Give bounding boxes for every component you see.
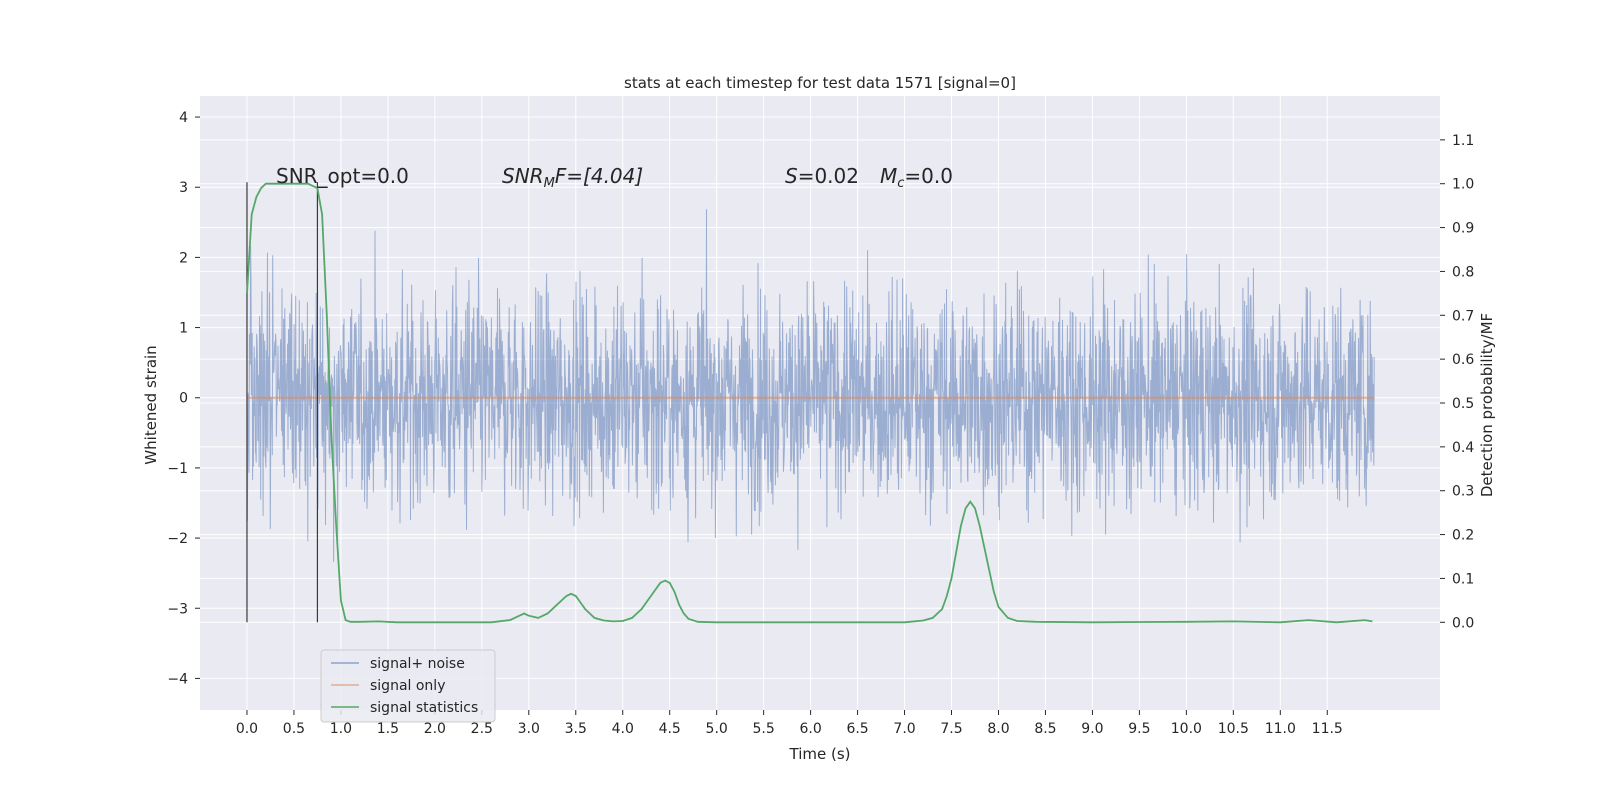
x-tick-label: 3.5 [565, 721, 587, 737]
x-tick-label: 1.5 [377, 721, 399, 737]
snr-mf-prefix: SNR [502, 164, 544, 188]
mc-sub: c [897, 176, 904, 191]
y-right-tick-label: 0.2 [1452, 528, 1474, 544]
axis-ticks: 0.0 0.5 1.0 1.5 2.0 2.5 3.0 3.5 4.0 4.5 5.0 5.5 6.0 6… [167, 110, 1474, 737]
snr-mf-suffix: F=[4.04] [555, 164, 643, 188]
x-tick-label: 10.5 [1218, 721, 1249, 737]
y-right-tick-label: 0.5 [1452, 396, 1474, 412]
x-tick-label: 9.5 [1128, 721, 1150, 737]
signal-statistics-series [246, 182, 1373, 624]
y-axis-label: Whitened strain [142, 345, 160, 464]
y-right-tick-label: 1.0 [1452, 177, 1474, 193]
signal-noise-line [246, 209, 1375, 562]
y-right-tick-label: 0.9 [1452, 221, 1474, 237]
annotation-snr-opt: SNR_opt=0.0 [276, 164, 409, 188]
legend-label-signal-noise: signal+ noise [370, 656, 465, 672]
y-tick-label: −2 [167, 531, 188, 547]
legend-label-signal-only: signal only [370, 678, 445, 694]
y-tick-label: 0 [179, 391, 188, 407]
x-tick-label: 5.5 [753, 721, 775, 737]
x-tick-label: 4.5 [659, 721, 681, 737]
x-tick-label: 9.0 [1081, 721, 1103, 737]
y-right-axis-label: Detection probability/MF [1478, 313, 1496, 497]
y-tick-label: 1 [179, 321, 188, 337]
x-tick-label: 1.0 [330, 721, 352, 737]
legend-box [320, 649, 496, 723]
s-label: S [785, 164, 798, 188]
y-right-tick-label: 0.3 [1452, 484, 1474, 500]
x-tick-label: 6.0 [799, 721, 821, 737]
x-tick-label: 6.5 [846, 721, 868, 737]
annotation-snr-mf: SNRMF=[4.04] [502, 164, 643, 191]
y-tick-label: 2 [179, 250, 188, 266]
mc-label: M [880, 164, 897, 188]
x-tick-label: 5.0 [706, 721, 728, 737]
x-axis-label: Time (s) [789, 745, 851, 763]
y-tick-label: −3 [167, 601, 188, 617]
legend-label-signal-statistics: signal statistics [370, 700, 478, 716]
signal-noise-series [246, 209, 1375, 562]
y-right-tick-label: 0.0 [1452, 615, 1474, 631]
x-tick-label: 11.0 [1265, 721, 1296, 737]
x-tick-label: 7.0 [893, 721, 915, 737]
x-tick-label: 8.5 [1034, 721, 1056, 737]
y-right-tick-label: 1.1 [1452, 133, 1474, 149]
x-tick-label: 4.0 [612, 721, 634, 737]
y-right-tick-label: 0.7 [1452, 308, 1474, 324]
x-tick-label: 8.0 [987, 721, 1009, 737]
annotation-s: S=0.02 [785, 164, 859, 188]
signal-statistics-line [246, 182, 1373, 624]
y-tick-label: −4 [167, 671, 188, 687]
x-tick-label: 10.0 [1171, 721, 1202, 737]
annotation-mc: Mc=0.0 [880, 164, 953, 191]
x-tick-label: 11.5 [1312, 721, 1343, 737]
mc-value: =0.0 [904, 164, 953, 188]
x-tick-label: 3.0 [518, 721, 540, 737]
x-tick-label: 0.0 [236, 721, 258, 737]
s-value: =0.02 [798, 164, 859, 188]
y-tick-label: 3 [179, 180, 188, 196]
y-right-tick-label: 0.1 [1452, 571, 1474, 587]
y-right-tick-label: 0.8 [1452, 264, 1474, 280]
vertical-markers [246, 182, 319, 623]
y-right-tick-label: 0.6 [1452, 352, 1474, 368]
x-tick-label: 2.5 [471, 721, 493, 737]
y-tick-label: 4 [179, 110, 188, 126]
x-tick-label: 0.5 [283, 721, 305, 737]
chart-title: stats at each timestep for test data 157… [624, 74, 1016, 92]
y-tick-label: −1 [167, 461, 188, 477]
legend: signal+ noise signal only signal statist… [320, 649, 496, 723]
y-right-tick-label: 0.4 [1452, 440, 1474, 456]
snr-mf-sub: M [544, 176, 555, 191]
x-tick-label: 7.5 [940, 721, 962, 737]
x-tick-label: 2.0 [424, 721, 446, 737]
